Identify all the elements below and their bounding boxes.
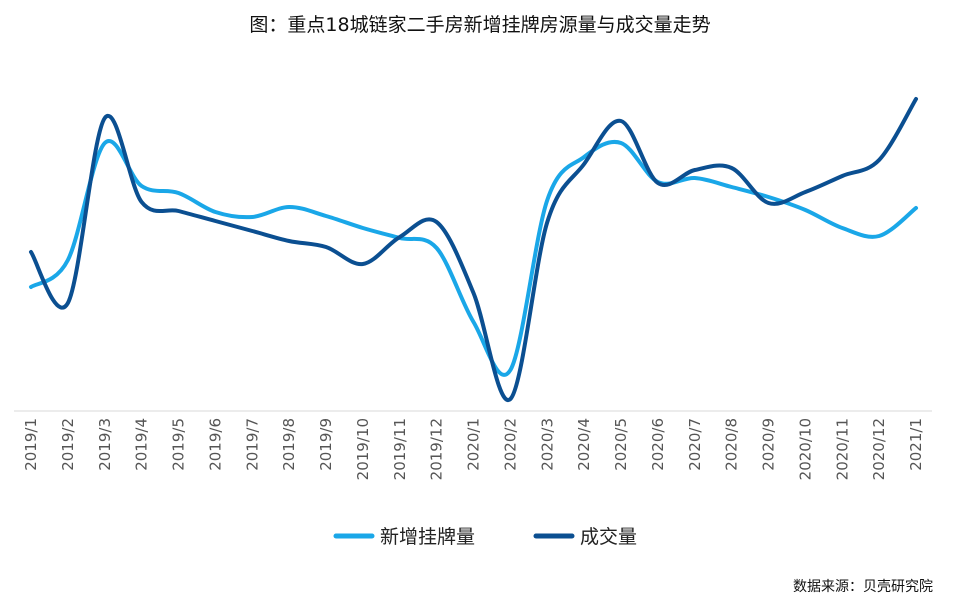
x-tick-label: 2020/10 [796,418,814,480]
x-tick-label: 2020/6 [649,418,667,471]
x-tick-label: 2020/12 [870,418,888,480]
x-tick-label: 2019/6 [206,418,224,471]
x-tick-label: 2020/1 [465,418,483,471]
x-tick-label: 2020/3 [538,418,556,471]
x-tick-label: 2020/11 [833,418,851,480]
x-tick-label: 2020/9 [760,418,778,471]
source-note: 数据来源：贝壳研究院 [793,578,933,595]
series-lines [29,97,918,402]
x-tick-label: 2019/9 [317,418,335,471]
x-tick-label: 2019/2 [59,418,77,471]
x-tick-label: 2019/1 [22,418,40,471]
x-tick-label: 2019/12 [428,418,446,480]
x-tick-label: 2019/8 [280,418,298,471]
legend-label-2: 成交量 [580,526,637,548]
x-tick-labels: 2019/1 2019/2 2019/3 2019/4 2019/5 2019/6 2019… [22,418,925,480]
x-tick-label: 2021/1 [907,418,925,471]
x-tick-label: 2019/7 [243,418,261,471]
x-tick-label: 2019/10 [354,418,372,480]
x-tick-label: 2019/4 [133,418,151,471]
x-tick-label: 2019/11 [391,418,409,480]
x-tick-label: 2019/5 [170,418,188,471]
x-tick-label: 2020/4 [575,418,593,471]
legend-label-1: 新增挂牌量 [380,526,475,548]
series-line-2 [29,97,918,402]
x-tick-label: 2020/2 [501,418,519,471]
legend: 新增挂牌量 成交量 [333,526,637,548]
x-tick-label: 2020/8 [723,418,741,471]
chart-title: 图：重点18城链家二手房新增挂牌房源量与成交量走势 [249,14,710,36]
x-tick-label: 2019/3 [96,418,114,471]
series-line-1 [29,138,918,377]
x-tick-label: 2020/5 [612,418,630,471]
x-tick-label: 2020/7 [686,418,704,471]
